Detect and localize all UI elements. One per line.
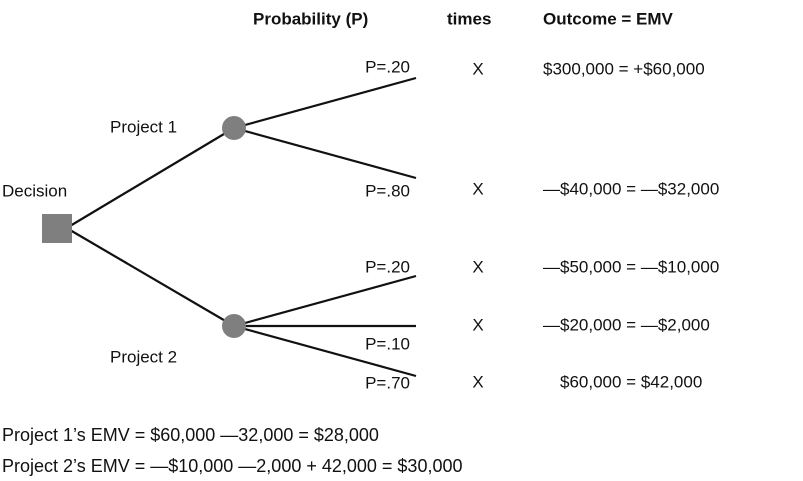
branch-line <box>69 127 235 227</box>
times-label: X <box>472 315 483 334</box>
branch-line <box>69 229 235 327</box>
outcome-label: $300,000 = +$60,000 <box>543 59 705 78</box>
times-label: X <box>472 179 483 198</box>
branch-line <box>233 274 417 328</box>
decision-label: Decision <box>2 181 67 200</box>
times-label: X <box>472 372 483 391</box>
header-outcome: Outcome = EMV <box>543 9 674 28</box>
summary-line: Project 1’s EMV = $60,000 —32,000 = $28,… <box>2 425 379 445</box>
branch-line <box>233 76 417 130</box>
branch-line <box>233 126 417 180</box>
summary-line: Project 2’s EMV = —$10,000 —2,000 + 42,0… <box>2 456 463 476</box>
times-label: X <box>472 257 483 276</box>
probability-label: P=.20 <box>365 257 410 276</box>
project-label: Project 1 <box>110 117 177 136</box>
outcome-label: $60,000 = $42,000 <box>560 372 702 391</box>
chance-node <box>222 314 246 338</box>
probability-label: P=.10 <box>365 334 410 353</box>
branch-line <box>233 324 417 378</box>
probability-label: P=.80 <box>365 181 410 200</box>
outcome-label: —$20,000 = —$2,000 <box>543 315 710 334</box>
header-probability: Probability (P) <box>253 9 368 28</box>
project-label: Project 2 <box>110 347 177 366</box>
decision-node <box>42 214 72 243</box>
times-label: X <box>472 59 483 78</box>
header-times: times <box>447 9 491 28</box>
probability-label: P=.70 <box>365 373 410 392</box>
chance-node <box>222 116 246 140</box>
outcome-label: —$40,000 = —$32,000 <box>543 179 719 198</box>
outcome-label: —$50,000 = —$10,000 <box>543 257 719 276</box>
probability-label: P=.20 <box>365 57 410 76</box>
